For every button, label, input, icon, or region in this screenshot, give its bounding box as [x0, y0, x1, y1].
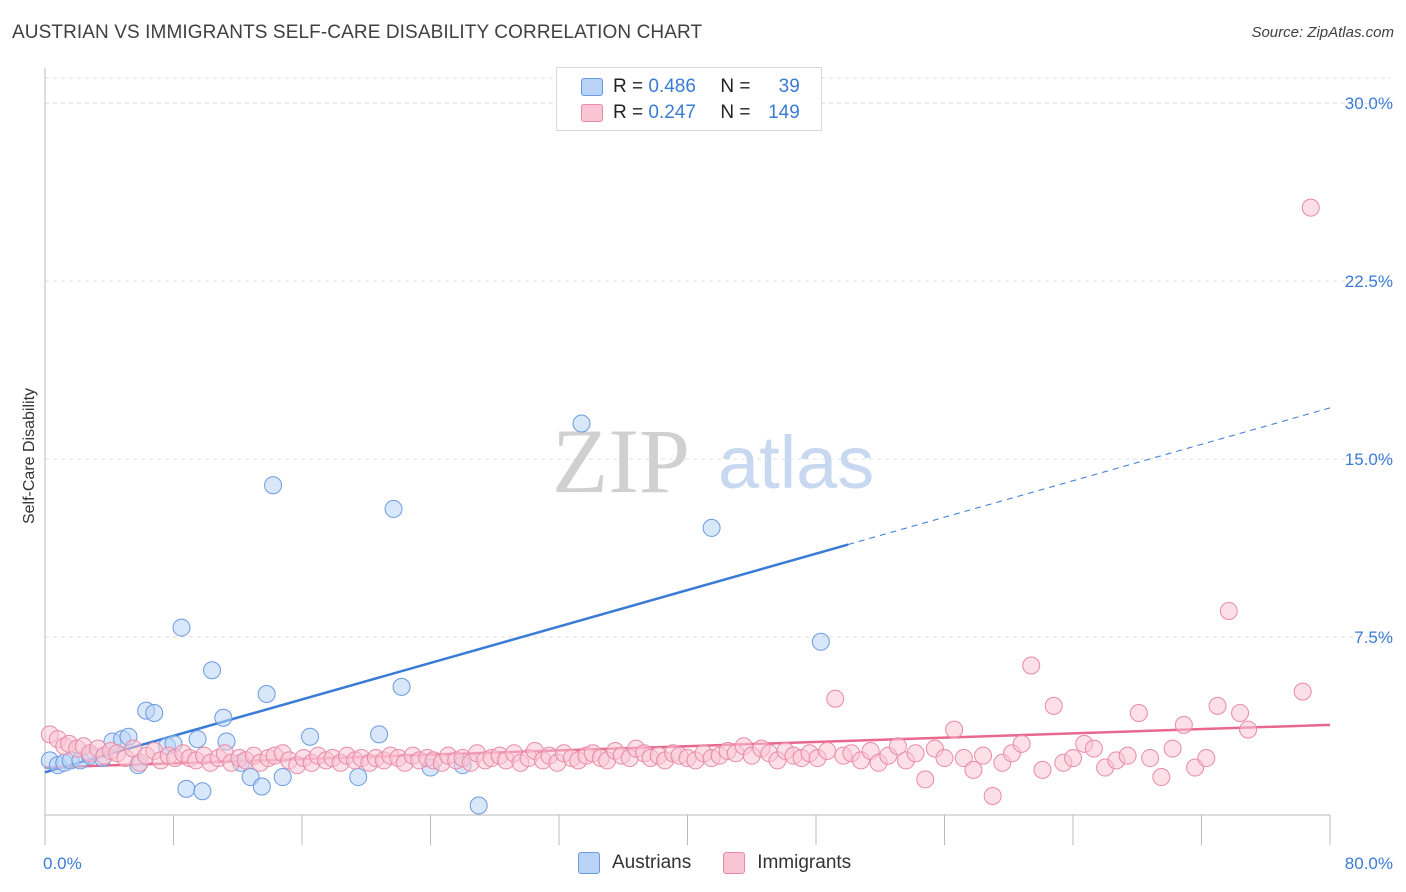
point-austrians	[811, 632, 830, 651]
legend-r-label: R =	[613, 102, 644, 123]
point-austrians	[384, 499, 403, 518]
point-austrians	[702, 518, 721, 537]
y-tick-label: 15.0%	[1345, 450, 1393, 469]
x-tick-label: 80.0%	[1345, 854, 1393, 873]
legend-r-value: 0.486	[648, 76, 696, 97]
x-tick-label: 0.0%	[43, 854, 82, 873]
point-immigrants	[1022, 656, 1041, 675]
bottom-legend: Austrians Immigrants	[578, 852, 883, 874]
y-tick-label: 7.5%	[1354, 628, 1393, 647]
watermark-atlas: atlas	[718, 421, 874, 504]
point-austrians	[370, 725, 389, 744]
bottom-legend-label: Immigrants	[757, 852, 852, 873]
trend-line-austrians	[44, 543, 849, 774]
bottom-legend-label: Austrians	[612, 852, 692, 873]
point-immigrants	[1239, 720, 1258, 739]
legend-row-austrians: R = 0.486 N = 39	[581, 75, 800, 99]
legend-r-label: R =	[613, 76, 644, 97]
bottom-legend-austrians[interactable]: Austrians	[578, 852, 691, 874]
legend-n-value: 39	[778, 76, 800, 97]
point-immigrants	[1219, 601, 1238, 620]
trend-line-extension-austrians	[847, 407, 1331, 546]
point-immigrants	[1152, 768, 1171, 787]
bottom-legend-swatch-immigrants	[723, 852, 746, 874]
axes	[44, 68, 1331, 845]
point-austrians	[301, 727, 320, 746]
point-austrians	[349, 768, 368, 787]
point-immigrants	[1012, 734, 1031, 753]
point-austrians	[193, 782, 212, 801]
legend-r-value: 0.247	[648, 102, 696, 123]
point-austrians	[188, 730, 207, 749]
chart-title: AUSTRIAN VS IMMIGRANTS SELF-CARE DISABIL…	[12, 22, 703, 43]
point-immigrants	[983, 787, 1002, 806]
point-immigrants	[888, 737, 907, 756]
point-immigrants	[945, 720, 964, 739]
point-immigrants	[1231, 703, 1250, 722]
point-immigrants	[906, 744, 925, 763]
watermark: ZIP atlas	[552, 410, 874, 512]
point-austrians	[572, 414, 591, 433]
point-immigrants	[964, 760, 983, 779]
point-austrians	[177, 779, 196, 798]
point-austrians	[145, 703, 164, 722]
point-austrians	[214, 708, 233, 727]
point-immigrants	[1197, 749, 1216, 768]
legend-swatch-immigrants	[581, 104, 603, 122]
legend-n-label: N =	[720, 76, 751, 97]
point-immigrants	[935, 749, 954, 768]
y-axis-title: Self-Care Disability	[21, 388, 38, 524]
legend-row-immigrants: R = 0.247 N = 149	[581, 101, 800, 125]
point-immigrants	[1129, 703, 1148, 722]
point-immigrants	[974, 746, 993, 765]
point-immigrants	[1084, 739, 1103, 758]
legend-n-value: 149	[768, 102, 800, 123]
point-immigrants	[954, 749, 973, 768]
point-immigrants	[1163, 739, 1182, 758]
point-immigrants	[1293, 682, 1312, 701]
gridlines	[45, 77, 1390, 638]
point-austrians	[264, 476, 283, 495]
point-austrians	[172, 618, 191, 637]
legend-swatch-austrians	[581, 78, 603, 96]
data-points	[40, 198, 1320, 815]
point-immigrants	[1141, 749, 1160, 768]
bottom-legend-swatch-austrians	[578, 852, 600, 874]
point-immigrants	[1301, 198, 1320, 217]
tick-labels: 7.5% 15.0% 22.5% 30.0% 0.0% 80.0%	[43, 94, 1393, 873]
source-label: Source: ZipAtlas.com	[1251, 24, 1394, 41]
point-austrians	[392, 677, 411, 696]
point-immigrants	[818, 741, 837, 760]
point-austrians	[273, 768, 292, 787]
point-austrians	[203, 661, 222, 680]
point-immigrants	[1208, 696, 1227, 715]
point-immigrants	[826, 689, 845, 708]
point-immigrants	[1174, 715, 1193, 734]
point-immigrants	[1044, 696, 1063, 715]
point-austrians	[469, 796, 488, 815]
point-immigrants	[1033, 760, 1052, 779]
point-immigrants	[916, 770, 935, 789]
y-tick-label: 22.5%	[1345, 272, 1393, 291]
point-austrians	[257, 684, 276, 703]
point-immigrants	[1064, 749, 1082, 768]
y-tick-label: 30.0%	[1345, 94, 1393, 113]
point-immigrants	[1118, 746, 1137, 765]
point-austrians	[252, 777, 271, 796]
legend-n-label: N =	[720, 102, 751, 123]
legend: R = 0.486 N = 39 R = 0.247 N = 149	[556, 67, 822, 131]
bottom-legend-immigrants[interactable]: Immigrants	[723, 852, 851, 874]
